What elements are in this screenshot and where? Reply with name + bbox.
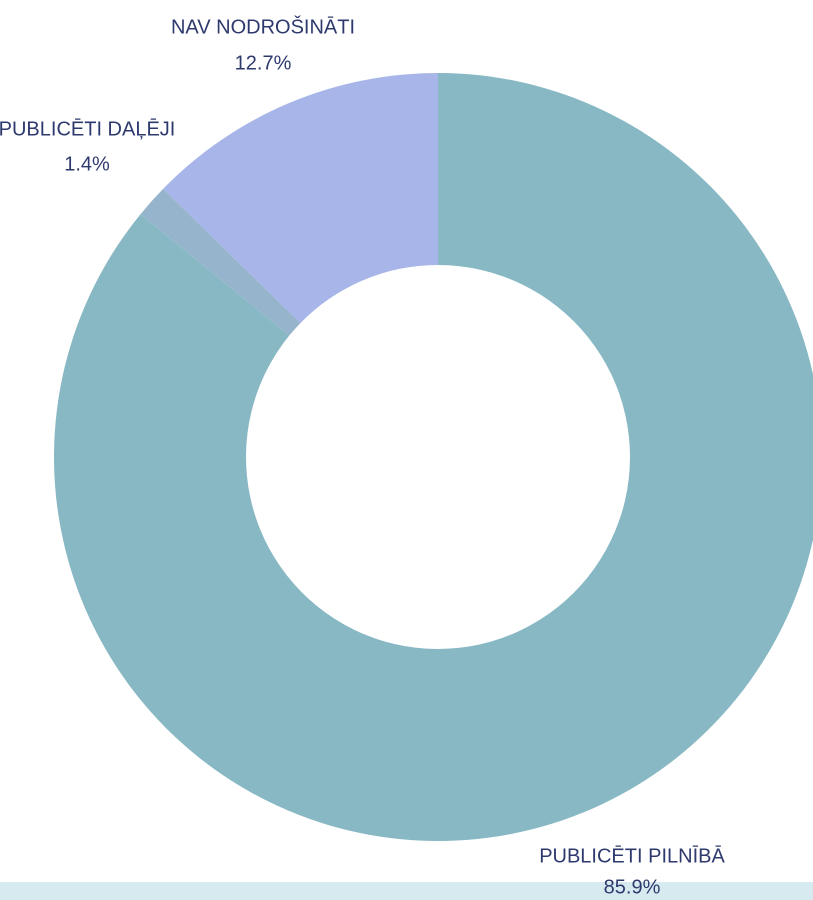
slice-label: NAV NODROŠINĀTI	[171, 15, 355, 38]
donut-slice	[140, 188, 301, 336]
donut-slice	[54, 73, 813, 841]
slice-label: PUBLICĒTI DAĻĒJI	[0, 117, 175, 140]
footer-band	[0, 882, 813, 900]
donut	[54, 73, 813, 841]
donut-slice	[163, 73, 438, 323]
labels: PUBLICĒTI PILNĪBĀ 85.9% PUBLICĒTI DAĻĒJI 1.…	[0, 15, 725, 898]
slice-label: PUBLICĒTI PILNĪBĀ	[539, 844, 725, 867]
slice-value: 12.7%	[235, 52, 292, 74]
slice-value: 85.9%	[604, 876, 661, 898]
slice-value: 1.4%	[64, 153, 110, 175]
